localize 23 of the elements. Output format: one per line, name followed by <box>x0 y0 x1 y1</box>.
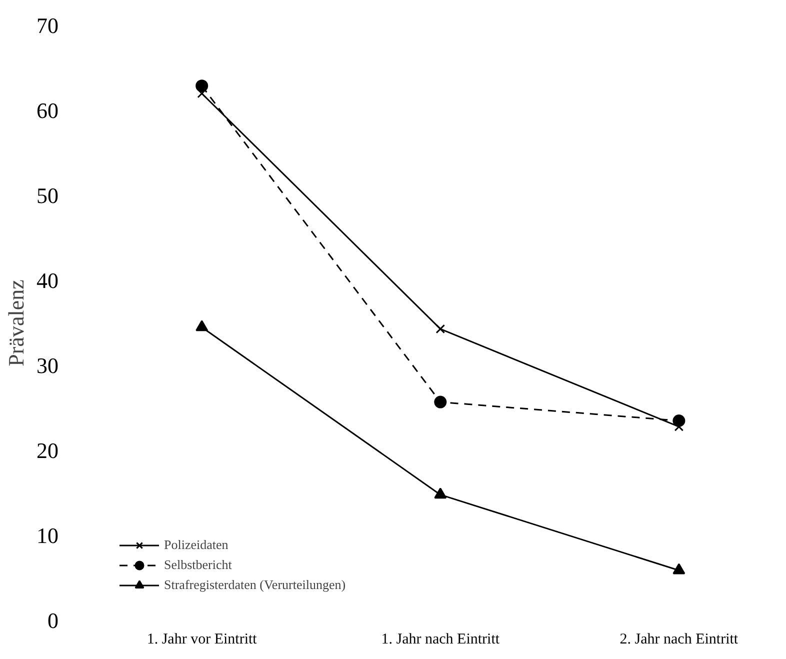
legend-label: Polizeidaten <box>164 536 228 554</box>
point <box>436 324 446 334</box>
point <box>196 320 208 332</box>
x-tick-label: 1. Jahr nach Eintritt <box>381 632 500 648</box>
y-tick-label: 0 <box>48 608 58 633</box>
y-tick-label: 60 <box>36 98 58 123</box>
point <box>434 488 447 499</box>
y-tick-label: 70 <box>36 13 58 38</box>
legend-label: Selbstbericht <box>164 556 232 574</box>
y-axis-title: Prävalenz <box>4 279 28 366</box>
point <box>196 80 208 92</box>
point <box>672 563 686 574</box>
y-tick-label: 20 <box>36 438 58 463</box>
y-tick-label: 40 <box>36 268 58 293</box>
point <box>672 414 686 427</box>
legend-label: Strafregisterdaten (Verurteilungen) <box>164 576 346 594</box>
y-tick-label: 30 <box>36 353 58 378</box>
x-tick-label: 2. Jahr nach Eintritt <box>620 632 739 648</box>
y-tick-label: 50 <box>36 183 58 208</box>
point <box>434 396 447 408</box>
x-tick-label: 1. Jahr vor Eintritt <box>146 632 258 648</box>
y-tick-label: 10 <box>36 523 58 548</box>
point <box>197 88 206 98</box>
